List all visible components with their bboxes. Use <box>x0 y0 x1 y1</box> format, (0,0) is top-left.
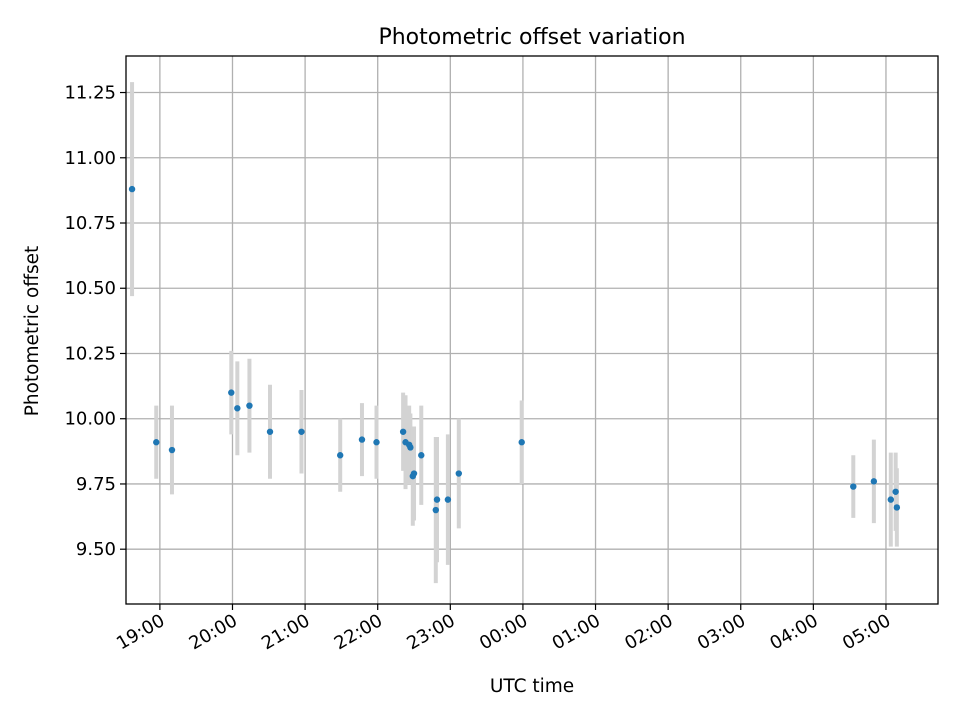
data-point <box>410 470 418 477</box>
data-point <box>234 405 241 412</box>
y-tick-label: 10.50 <box>64 278 116 299</box>
data-point <box>433 496 441 503</box>
data-point <box>870 478 878 485</box>
data-point <box>128 185 136 193</box>
plot-area <box>126 56 938 604</box>
y-tick-label: 10.00 <box>64 409 116 430</box>
data-point <box>893 504 901 511</box>
data-point <box>418 452 425 459</box>
y-tick-label: 10.25 <box>64 343 116 364</box>
data-point <box>850 483 857 490</box>
plot-frame <box>125 55 939 605</box>
data-point <box>373 439 380 446</box>
x-axis-title: UTC time <box>490 676 574 697</box>
data-point <box>432 506 439 514</box>
chart-title: Photometric offset variation <box>378 25 685 50</box>
data-point <box>153 439 160 446</box>
data-point <box>407 444 414 451</box>
data-point <box>892 488 899 495</box>
grid-lines <box>126 56 938 604</box>
data-point <box>266 428 274 435</box>
data-point <box>444 496 452 503</box>
data-point <box>336 452 344 459</box>
data-point <box>228 389 235 396</box>
data-point <box>399 428 407 435</box>
y-tick-label: 11.25 <box>64 83 116 104</box>
y-tick-label: 9.50 <box>76 539 116 560</box>
data-point <box>887 496 895 503</box>
data-point <box>455 470 462 477</box>
data-point <box>168 446 176 454</box>
data-point <box>246 402 253 409</box>
y-tick-label: 10.75 <box>64 213 116 234</box>
y-tick-label: 11.00 <box>64 148 116 169</box>
data-point <box>518 439 525 446</box>
data-point <box>298 428 305 435</box>
data-points <box>128 185 901 514</box>
y-axis-ticks: 9.50 9.75 10.00 10.25 10.50 10.75 11.00 11.25 <box>64 83 126 560</box>
y-axis-title: Photometric offset <box>22 246 43 417</box>
data-point <box>358 436 366 443</box>
y-tick-label: 9.75 <box>76 474 116 495</box>
